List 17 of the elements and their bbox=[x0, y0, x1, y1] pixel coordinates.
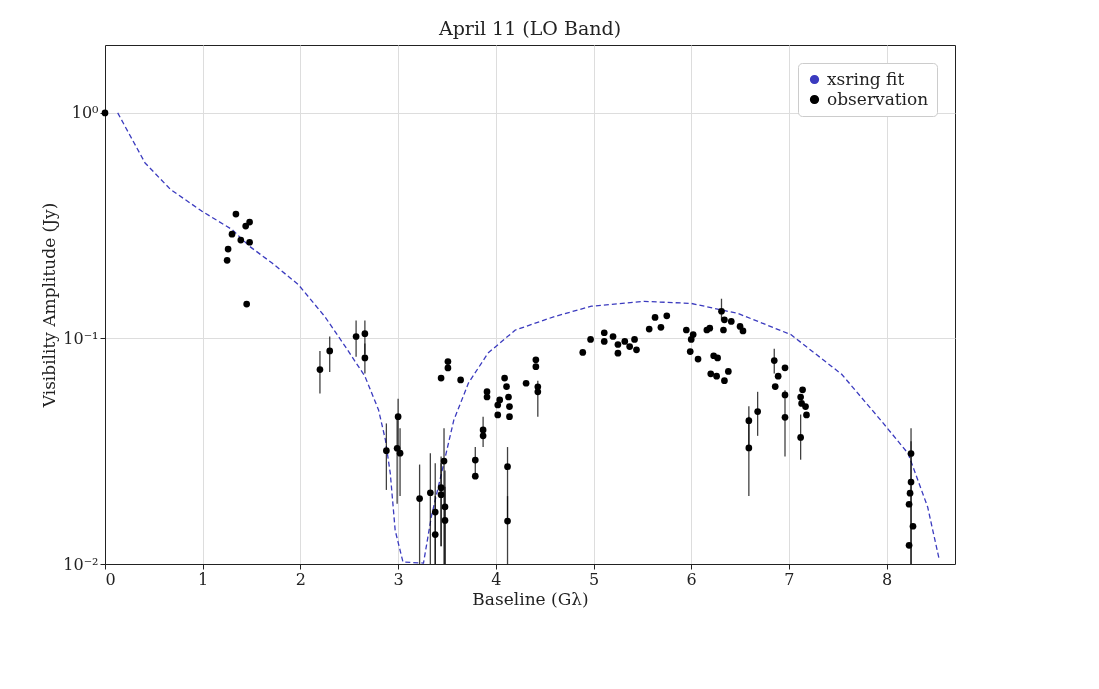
x-tick-label: 0 bbox=[105, 569, 116, 589]
x-tick-label: 2 bbox=[295, 569, 306, 589]
y-tick-label: 10⁻¹ bbox=[63, 328, 99, 348]
x-tick-label: 3 bbox=[393, 569, 404, 589]
x-tick-label: 7 bbox=[784, 569, 795, 589]
chart-title: April 11 (LO Band) bbox=[437, 17, 622, 39]
x-tick-label: 6 bbox=[686, 569, 697, 589]
legend-label: observation bbox=[827, 88, 929, 109]
x-tick-label: 1 bbox=[198, 569, 209, 589]
x-axis-title: Baseline (Gλ) bbox=[472, 588, 589, 609]
x-tick-label: 8 bbox=[882, 569, 893, 589]
x-tick-label: 4 bbox=[491, 569, 502, 589]
legend-label: xsring fit bbox=[827, 68, 905, 89]
y-tick-label: 10⁻² bbox=[63, 554, 99, 574]
y-axis-title: Visibility Amplitude (Jy) bbox=[39, 202, 60, 409]
y-tick-label: 10⁰ bbox=[71, 103, 99, 123]
x-tick-label: 5 bbox=[588, 569, 600, 589]
